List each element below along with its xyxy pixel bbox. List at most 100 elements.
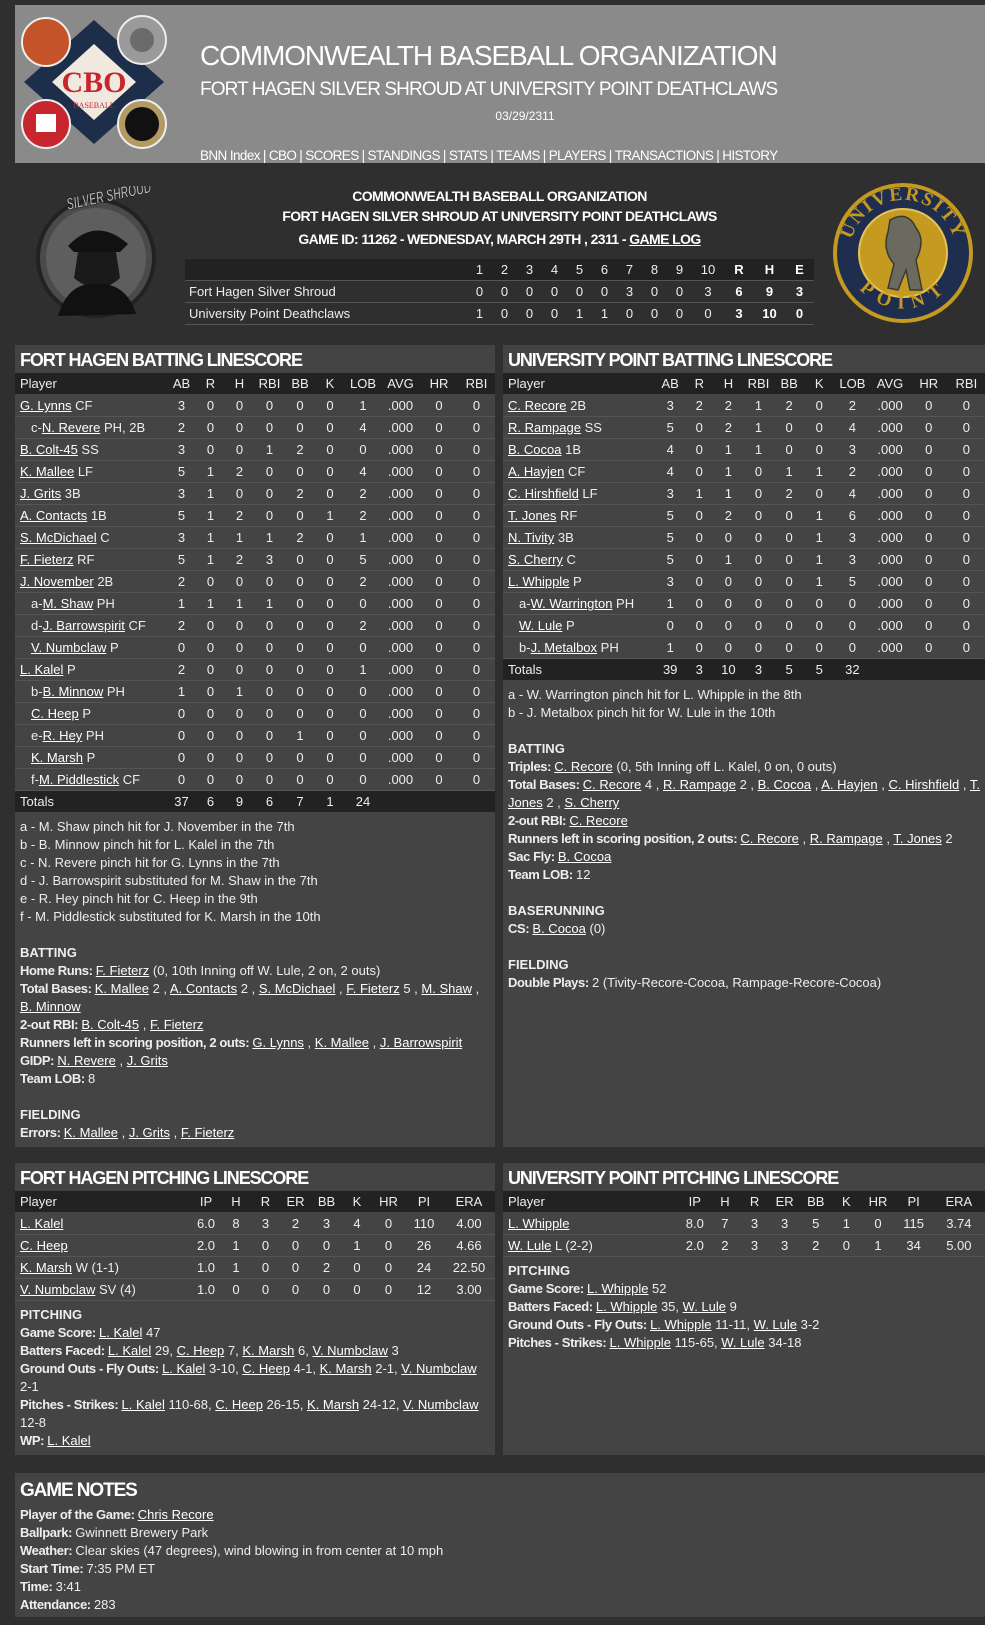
player-link[interactable]: W. Lule bbox=[508, 1238, 552, 1253]
player-link[interactable]: J. Grits bbox=[126, 1053, 168, 1068]
player-link[interactable]: L. Kalel bbox=[20, 1216, 64, 1231]
player-link[interactable]: L. Kalel bbox=[107, 1343, 152, 1358]
player-link[interactable]: L. Whipple bbox=[650, 1317, 712, 1332]
player-link[interactable]: B. Cocoa bbox=[757, 777, 812, 792]
player-link[interactable]: F. Fieterz bbox=[346, 981, 400, 996]
nav-link-players[interactable]: PLAYERS bbox=[548, 148, 607, 163]
player-link[interactable]: N. Revere bbox=[57, 1053, 116, 1068]
player-link[interactable]: T. Jones bbox=[508, 777, 980, 810]
player-link[interactable]: M. Shaw bbox=[421, 981, 472, 996]
player-link[interactable]: C. Recore bbox=[554, 759, 613, 774]
player-link[interactable]: R. Rampage bbox=[508, 420, 581, 435]
player-link[interactable]: R. Rampage bbox=[809, 831, 883, 846]
player-link[interactable]: V. Numbclaw bbox=[401, 1361, 477, 1376]
player-link[interactable]: C. Heep bbox=[242, 1361, 290, 1376]
player-link[interactable]: V. Numbclaw bbox=[312, 1343, 388, 1358]
player-link[interactable]: F. Fieterz bbox=[149, 1017, 204, 1032]
player-link[interactable]: K. Marsh bbox=[242, 1343, 295, 1358]
player-link[interactable]: C. Recore bbox=[569, 813, 628, 828]
player-link[interactable]: K. Marsh bbox=[319, 1361, 372, 1376]
player-link[interactable]: J. Metalbox bbox=[530, 640, 598, 655]
player-link[interactable]: L. Whipple bbox=[587, 1281, 649, 1296]
player-link[interactable]: G. Lynns bbox=[252, 1035, 304, 1050]
player-link[interactable]: N. Tivity bbox=[508, 530, 555, 545]
player-link[interactable]: B. Colt-45 bbox=[81, 1017, 140, 1032]
player-link[interactable]: V. Numbclaw bbox=[20, 1282, 96, 1297]
player-link[interactable]: L. Whipple bbox=[609, 1335, 671, 1350]
player-link[interactable]: M. Shaw bbox=[42, 596, 94, 611]
batter-row: L. Kalel P 2 0 0 0 0 0 1.000 0 0 bbox=[15, 658, 495, 681]
player-link[interactable]: C. Heep bbox=[20, 1238, 68, 1253]
player-link[interactable]: B. Minnow bbox=[42, 684, 104, 699]
player-link[interactable]: L. Kalel bbox=[99, 1325, 143, 1340]
player-link[interactable]: C. Heep bbox=[215, 1397, 263, 1412]
player-link[interactable]: L. Kalel bbox=[47, 1433, 91, 1448]
player-link[interactable]: C. Hirshfield bbox=[508, 486, 579, 501]
player-link[interactable]: L. Kalel bbox=[20, 662, 64, 677]
player-link[interactable]: B. Cocoa bbox=[508, 442, 562, 457]
player-link[interactable]: C. Recore bbox=[740, 831, 799, 846]
player-link[interactable]: L. Whipple bbox=[595, 1299, 658, 1314]
nav-link-stats[interactable]: STATS bbox=[448, 148, 488, 163]
player-link[interactable]: S. Cherry bbox=[508, 552, 563, 567]
player-link[interactable]: A. Hayjen bbox=[821, 777, 878, 792]
player-link[interactable]: T. Jones bbox=[893, 831, 942, 846]
player-link[interactable]: B. Cocoa bbox=[557, 849, 612, 864]
player-link[interactable]: W. Lule bbox=[721, 1335, 765, 1350]
player-link[interactable]: K. Marsh bbox=[20, 1260, 73, 1275]
player-link[interactable]: F. Fieterz bbox=[20, 552, 74, 567]
player-link[interactable]: B. Minnow bbox=[20, 999, 81, 1014]
nav-link-scores[interactable]: SCORES bbox=[305, 148, 359, 163]
player-link[interactable]: L. Whipple bbox=[508, 1216, 570, 1231]
player-link[interactable]: K. Marsh bbox=[31, 750, 84, 765]
player-link[interactable]: F. Fieterz bbox=[95, 963, 150, 978]
player-link[interactable]: K. Marsh bbox=[307, 1397, 360, 1412]
player-link[interactable]: L. Kalel bbox=[121, 1397, 165, 1412]
nav-link-history[interactable]: HISTORY bbox=[722, 148, 778, 163]
player-link[interactable]: C. Hirshfield bbox=[888, 777, 960, 792]
player-link[interactable]: R. Hey bbox=[42, 728, 83, 743]
player-link[interactable]: C. Recore bbox=[508, 398, 567, 413]
player-link[interactable]: K. Mallee bbox=[314, 1035, 369, 1050]
player-link[interactable]: C. Heep bbox=[31, 706, 79, 721]
player-link[interactable]: K. Mallee bbox=[94, 981, 149, 996]
player-link[interactable]: L. Whipple bbox=[508, 574, 570, 589]
player-link[interactable]: B. Cocoa bbox=[532, 921, 586, 936]
player-link[interactable]: K. Mallee bbox=[20, 464, 75, 479]
player-link[interactable]: S. McDichael bbox=[20, 530, 97, 545]
player-link[interactable]: V. Numbclaw bbox=[403, 1397, 479, 1412]
player-link[interactable]: A. Contacts bbox=[169, 981, 238, 996]
player-link[interactable]: J. Grits bbox=[128, 1125, 170, 1140]
player-link[interactable]: F. Fieterz bbox=[180, 1125, 235, 1140]
player-link[interactable]: G. Lynns bbox=[20, 398, 72, 413]
player-link[interactable]: R. Rampage bbox=[662, 777, 736, 792]
player-link[interactable]: W. Warrington bbox=[530, 596, 613, 611]
nav-link-teams[interactable]: TEAMS bbox=[496, 148, 540, 163]
player-link[interactable]: C. Recore bbox=[582, 777, 642, 792]
player-link[interactable]: J. Barrowspirit bbox=[379, 1035, 463, 1050]
player-link[interactable]: J. Barrowspirit bbox=[42, 618, 125, 633]
player-link[interactable]: V. Numbclaw bbox=[31, 640, 107, 655]
player-link[interactable]: C. Heep bbox=[176, 1343, 225, 1358]
nav-link-transactions[interactable]: TRANSACTIONS bbox=[614, 148, 714, 163]
player-link[interactable]: J. Grits bbox=[20, 486, 62, 501]
player-link[interactable]: Chris Recore bbox=[137, 1507, 214, 1522]
nav-link-standings[interactable]: STANDINGS bbox=[367, 148, 441, 163]
player-link[interactable]: N. Revere bbox=[41, 420, 101, 435]
player-link[interactable]: W. Lule bbox=[519, 618, 563, 633]
player-link[interactable]: A. Hayjen bbox=[508, 464, 565, 479]
player-link[interactable]: S. Cherry bbox=[564, 795, 620, 810]
player-link[interactable]: J. November bbox=[20, 574, 94, 589]
player-link[interactable]: S. McDichael bbox=[258, 981, 336, 996]
player-link[interactable]: W. Lule bbox=[682, 1299, 726, 1314]
player-link[interactable]: T. Jones bbox=[508, 508, 557, 523]
player-link[interactable]: M. Piddlestick bbox=[38, 772, 120, 787]
nav-link-cbo[interactable]: CBO bbox=[268, 148, 297, 163]
player-link[interactable]: B. Colt-45 bbox=[20, 442, 78, 457]
player-link[interactable]: L. Kalel bbox=[162, 1361, 206, 1376]
game-log-link[interactable]: GAME LOG bbox=[629, 231, 701, 247]
player-link[interactable]: W. Lule bbox=[753, 1317, 797, 1332]
nav-link-bnn-index[interactable]: BNN Index bbox=[200, 148, 260, 163]
player-link[interactable]: K. Mallee bbox=[63, 1125, 118, 1140]
player-link[interactable]: A. Contacts bbox=[20, 508, 88, 523]
